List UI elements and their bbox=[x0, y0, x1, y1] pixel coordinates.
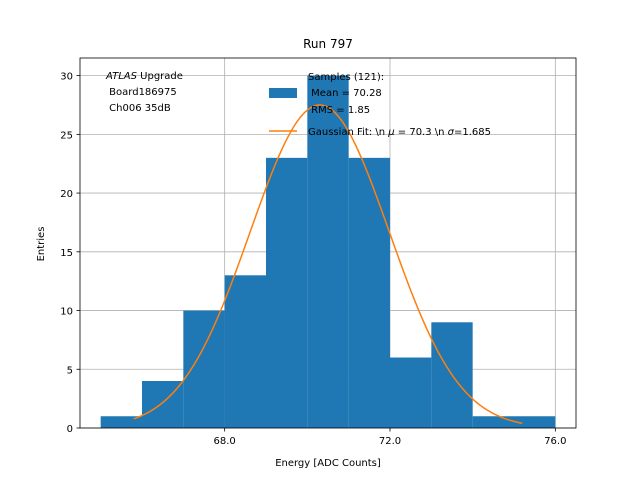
x-axis-label: Energy [ADC Counts] bbox=[275, 458, 381, 469]
histogram-bar-4 bbox=[266, 157, 308, 429]
annotation-atlas: ATLAS bbox=[105, 71, 138, 82]
legend-fit-label: Gaussian Fit: \n μ = 70.3 \n σ=1.685 bbox=[308, 127, 491, 138]
legend: Samples (121): Mean = 70.28 RMS = 1.85 G… bbox=[269, 72, 491, 138]
legend-mean: Mean = 70.28 bbox=[308, 88, 382, 99]
legend-rms: RMS = 1.85 bbox=[308, 105, 370, 116]
histogram-bar-7 bbox=[390, 357, 432, 428]
y-tick-label-6: 30 bbox=[60, 72, 73, 83]
histogram-bar-3 bbox=[224, 275, 266, 428]
histogram-bar-10 bbox=[514, 416, 556, 428]
y-tick-label-1: 5 bbox=[67, 365, 73, 376]
annotation-line-3: Ch006 35dB bbox=[106, 103, 171, 114]
chart-title: Run 797 bbox=[303, 37, 353, 51]
histogram-bar-2 bbox=[183, 310, 225, 428]
y-axis-label: Entries bbox=[36, 227, 47, 262]
x-tick-label-0: 68.0 bbox=[214, 436, 236, 447]
legend-fit-mid: = 70.3 \n bbox=[395, 127, 448, 138]
histogram-bar-0 bbox=[100, 416, 142, 428]
plot-frame bbox=[79, 57, 577, 429]
annotation-line-1: ATLAS Upgrade bbox=[105, 71, 183, 82]
y-tick-label-3: 15 bbox=[60, 248, 73, 259]
y-tick-label-2: 10 bbox=[60, 307, 73, 318]
legend-fit-sigma: σ bbox=[448, 127, 455, 138]
gaussian-fit-curve bbox=[133, 104, 523, 425]
histogram-bar-9 bbox=[472, 416, 514, 428]
y-tick-label-0: 0 bbox=[67, 424, 73, 435]
x-tick-label-2: 76.0 bbox=[544, 436, 566, 447]
legend-hist-swatch bbox=[269, 88, 297, 98]
histogram-bar-5 bbox=[307, 75, 349, 428]
legend-samples: Samples (121): bbox=[308, 72, 384, 83]
axis-ticks: 68.0 72.0 76.0 0 5 10 15 20 25 30 bbox=[60, 72, 566, 447]
annotation-upgrade: Upgrade bbox=[137, 71, 183, 82]
legend-fit-mu: μ bbox=[387, 127, 394, 138]
legend-fit-prefix: Gaussian Fit: \n bbox=[308, 127, 388, 138]
atlas-annotation: ATLAS Upgrade Board186975 Ch006 35dB bbox=[105, 71, 183, 114]
annotation-line-2: Board186975 bbox=[106, 87, 177, 98]
legend-fit-end: =1.685 bbox=[454, 127, 491, 138]
y-tick-label-4: 20 bbox=[60, 189, 73, 200]
y-tick-label-5: 25 bbox=[60, 130, 73, 141]
histogram-bar-6 bbox=[348, 157, 390, 429]
x-tick-label-1: 72.0 bbox=[379, 436, 401, 447]
